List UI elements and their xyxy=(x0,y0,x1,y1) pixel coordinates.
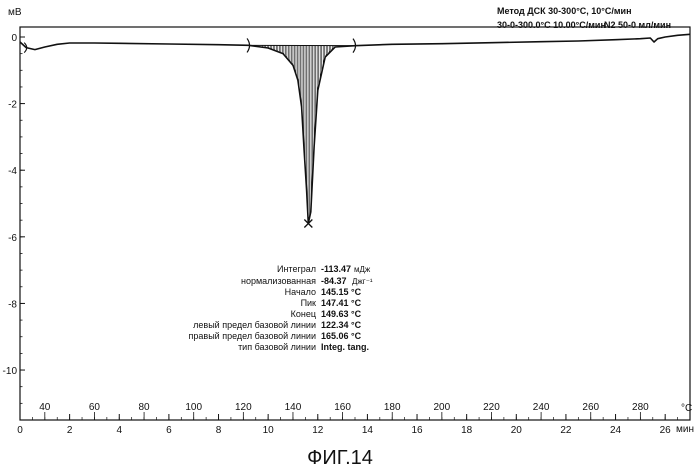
x-temp-tick-label: 240 xyxy=(533,402,550,413)
x-axis-bottom-label: мин xyxy=(676,424,694,435)
x-min-tick-label: 4 xyxy=(116,425,122,436)
x-temp-tick-label: 160 xyxy=(334,402,351,413)
result-value: 145.15 °C xyxy=(321,287,362,297)
x-min-tick-label: 10 xyxy=(263,425,275,436)
result-label: тип базовой линии xyxy=(238,342,316,352)
result-label: Пик xyxy=(301,298,316,308)
x-temp-tick-label: 200 xyxy=(434,402,451,413)
result-label: левый предел базовой линии xyxy=(193,320,316,330)
x-min-tick-label: 14 xyxy=(362,425,374,436)
axis-ticks: 0-2-4-6-8-100246810121416182022242640608… xyxy=(3,33,690,436)
result-label: Начало xyxy=(285,287,316,297)
result-label: правый предел базовой линии xyxy=(189,331,316,341)
x-temp-tick-label: 40 xyxy=(39,402,51,413)
x-axis-top-label: °C xyxy=(681,403,692,414)
result-value: 122.34 °C xyxy=(321,320,362,330)
result-value: 147.41 °C xyxy=(321,298,362,308)
header-segment: 30-0-300.0°C 10.00°C/мин xyxy=(497,20,606,30)
x-min-tick-label: 20 xyxy=(511,425,523,436)
x-min-tick-label: 8 xyxy=(216,425,222,436)
x-temp-tick-label: 180 xyxy=(384,402,401,413)
dsc-curve xyxy=(20,34,690,223)
y-tick-label: 0 xyxy=(11,33,17,44)
x-temp-tick-label: 280 xyxy=(632,402,649,413)
result-value: 165.06 °C xyxy=(321,331,362,341)
x-temp-tick-label: 120 xyxy=(235,402,252,413)
y-tick-label: -8 xyxy=(8,299,17,310)
y-tick-label: -6 xyxy=(8,233,17,244)
markers xyxy=(24,38,355,227)
x-temp-tick-label: 80 xyxy=(139,402,151,413)
result-value: -84.37 xyxy=(321,276,347,286)
result-value: Integ. tang. xyxy=(321,342,369,352)
result-unit: мДж xyxy=(354,265,371,274)
results-table: Интеграл -113.47 мДж нормализованная -84… xyxy=(189,264,373,352)
x-temp-tick-label: 260 xyxy=(582,402,599,413)
y-tick-label: -4 xyxy=(8,166,17,177)
x-temp-tick-label: 140 xyxy=(285,402,302,413)
peak-integration-hatching xyxy=(249,45,355,218)
x-min-tick-label: 2 xyxy=(67,425,73,436)
x-min-tick-label: 0 xyxy=(17,425,23,436)
x-min-tick-label: 18 xyxy=(461,425,473,436)
x-min-tick-label: 24 xyxy=(610,425,622,436)
figure-caption: ФИГ.14 xyxy=(307,447,373,469)
x-temp-tick-label: 100 xyxy=(185,402,202,413)
x-min-tick-label: 6 xyxy=(166,425,172,436)
result-value: 149.63 °C xyxy=(321,309,362,319)
result-unit: Джг⁻¹ xyxy=(352,277,373,286)
header-method: Метод ДСК 30-300°C, 10°C/мин xyxy=(497,6,632,16)
x-min-tick-label: 16 xyxy=(411,425,423,436)
header-purge: N2 50-0 мл/мин xyxy=(604,20,671,30)
dsc-curve-line xyxy=(20,34,690,223)
plot-border xyxy=(20,27,690,420)
x-min-tick-label: 26 xyxy=(660,425,672,436)
y-tick-label: -10 xyxy=(3,366,18,377)
x-min-tick-label: 12 xyxy=(312,425,324,436)
x-temp-tick-label: 220 xyxy=(483,402,500,413)
x-min-tick-label: 22 xyxy=(560,425,572,436)
result-label: Конец xyxy=(291,309,316,319)
x-temp-tick-label: 60 xyxy=(89,402,101,413)
result-label: Интеграл xyxy=(277,264,316,274)
plot-frame xyxy=(20,27,690,420)
result-label: нормализованная xyxy=(241,276,316,286)
y-tick-label: -2 xyxy=(8,100,17,111)
result-value: -113.47 xyxy=(321,264,351,274)
y-axis-label: мВ xyxy=(8,7,22,18)
